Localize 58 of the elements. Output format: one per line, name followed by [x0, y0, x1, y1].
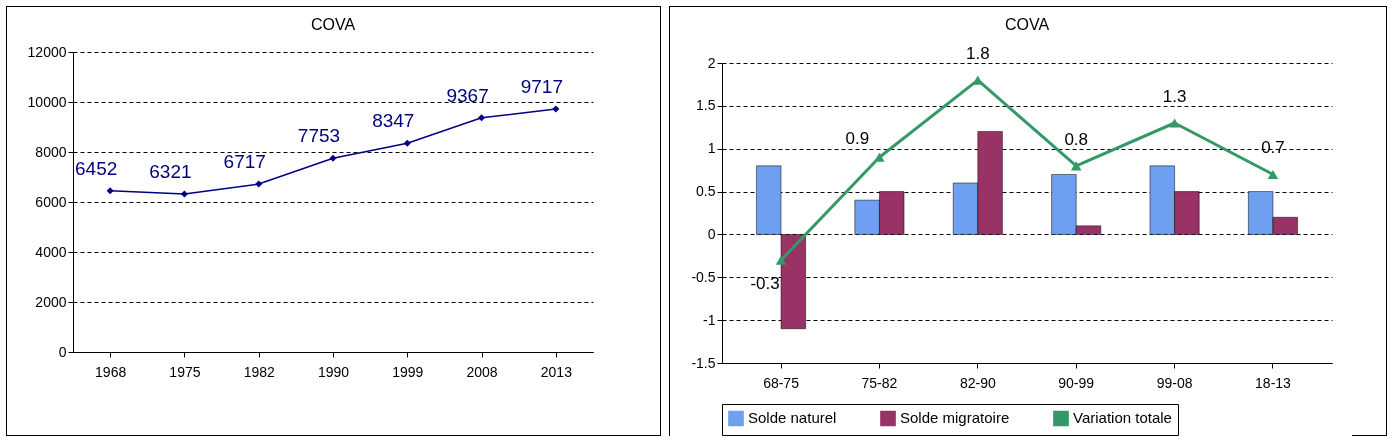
- y-tick-label: 0: [58, 343, 67, 360]
- point: [1070, 161, 1082, 171]
- y-tick-label: 1: [707, 140, 716, 157]
- y-tick-label: 10000: [27, 93, 67, 110]
- y-tick-label: 0: [707, 225, 716, 242]
- y-tick-label: 2000: [35, 293, 67, 310]
- data-label: 1.3: [1162, 87, 1187, 106]
- data-label: 6452: [75, 157, 118, 179]
- x-tick-label: 75-82: [861, 374, 898, 391]
- y-tick-label: 12000: [27, 43, 67, 60]
- point: [255, 180, 263, 188]
- data-label: 9367: [446, 84, 489, 106]
- x-tick-label: 2008: [466, 363, 498, 380]
- y-tick-label: 2: [707, 54, 716, 71]
- chart-title: COVA: [1004, 16, 1050, 34]
- point: [552, 105, 560, 113]
- data-label: 1.8: [965, 44, 990, 64]
- legend-label: Solde naturel: [748, 409, 837, 427]
- data-label: 0.8: [1064, 129, 1089, 149]
- point: [1267, 169, 1279, 179]
- point: [478, 114, 486, 122]
- legend-label: Solde migratoire: [900, 409, 1010, 427]
- y-tick-label: 6000: [35, 193, 67, 210]
- x-tick-label: 2013: [540, 363, 573, 380]
- x-tick-label: 68-75: [763, 374, 800, 391]
- x-tick-label: 82-90: [959, 374, 996, 391]
- point: [329, 154, 337, 162]
- data-label: 6321: [149, 160, 192, 182]
- y-tick-label: 4000: [35, 243, 67, 260]
- data-label: 6717: [223, 151, 266, 173]
- data-label: 8347: [372, 110, 415, 132]
- y-tick-label: -1: [703, 311, 716, 328]
- x-tick-label: 1990: [317, 363, 350, 380]
- data-label: 0.7: [1261, 138, 1285, 158]
- point: [874, 152, 885, 162]
- x-tick-label: 1999: [392, 363, 424, 380]
- data-label: 7753: [297, 125, 341, 147]
- x-tick-label: 1982: [243, 363, 275, 380]
- y-tick-label: 0.5: [696, 183, 716, 200]
- point: [1169, 118, 1180, 128]
- x-tick-label: 1975: [169, 363, 201, 380]
- data-label: -0.3: [750, 274, 780, 294]
- point: [775, 255, 787, 265]
- y-tick-label: -1.5: [691, 354, 716, 371]
- legend-label: Variation totale: [1073, 409, 1172, 427]
- x-tick-label: 18-13: [1255, 374, 1292, 391]
- data-label: 0.9: [845, 129, 870, 149]
- point: [180, 190, 188, 198]
- point: [106, 187, 114, 195]
- x-tick-label: 1968: [95, 363, 127, 380]
- y-tick-label: 8000: [35, 143, 67, 160]
- y-tick-label: 1.5: [696, 97, 716, 114]
- point: [403, 139, 411, 147]
- chart-title: COVA: [310, 16, 356, 33]
- data-label: 9717: [520, 76, 563, 98]
- y-tick-label: -0.5: [691, 268, 716, 285]
- x-tick-label: 90-99: [1058, 374, 1095, 391]
- x-tick-label: 99-08: [1156, 374, 1193, 391]
